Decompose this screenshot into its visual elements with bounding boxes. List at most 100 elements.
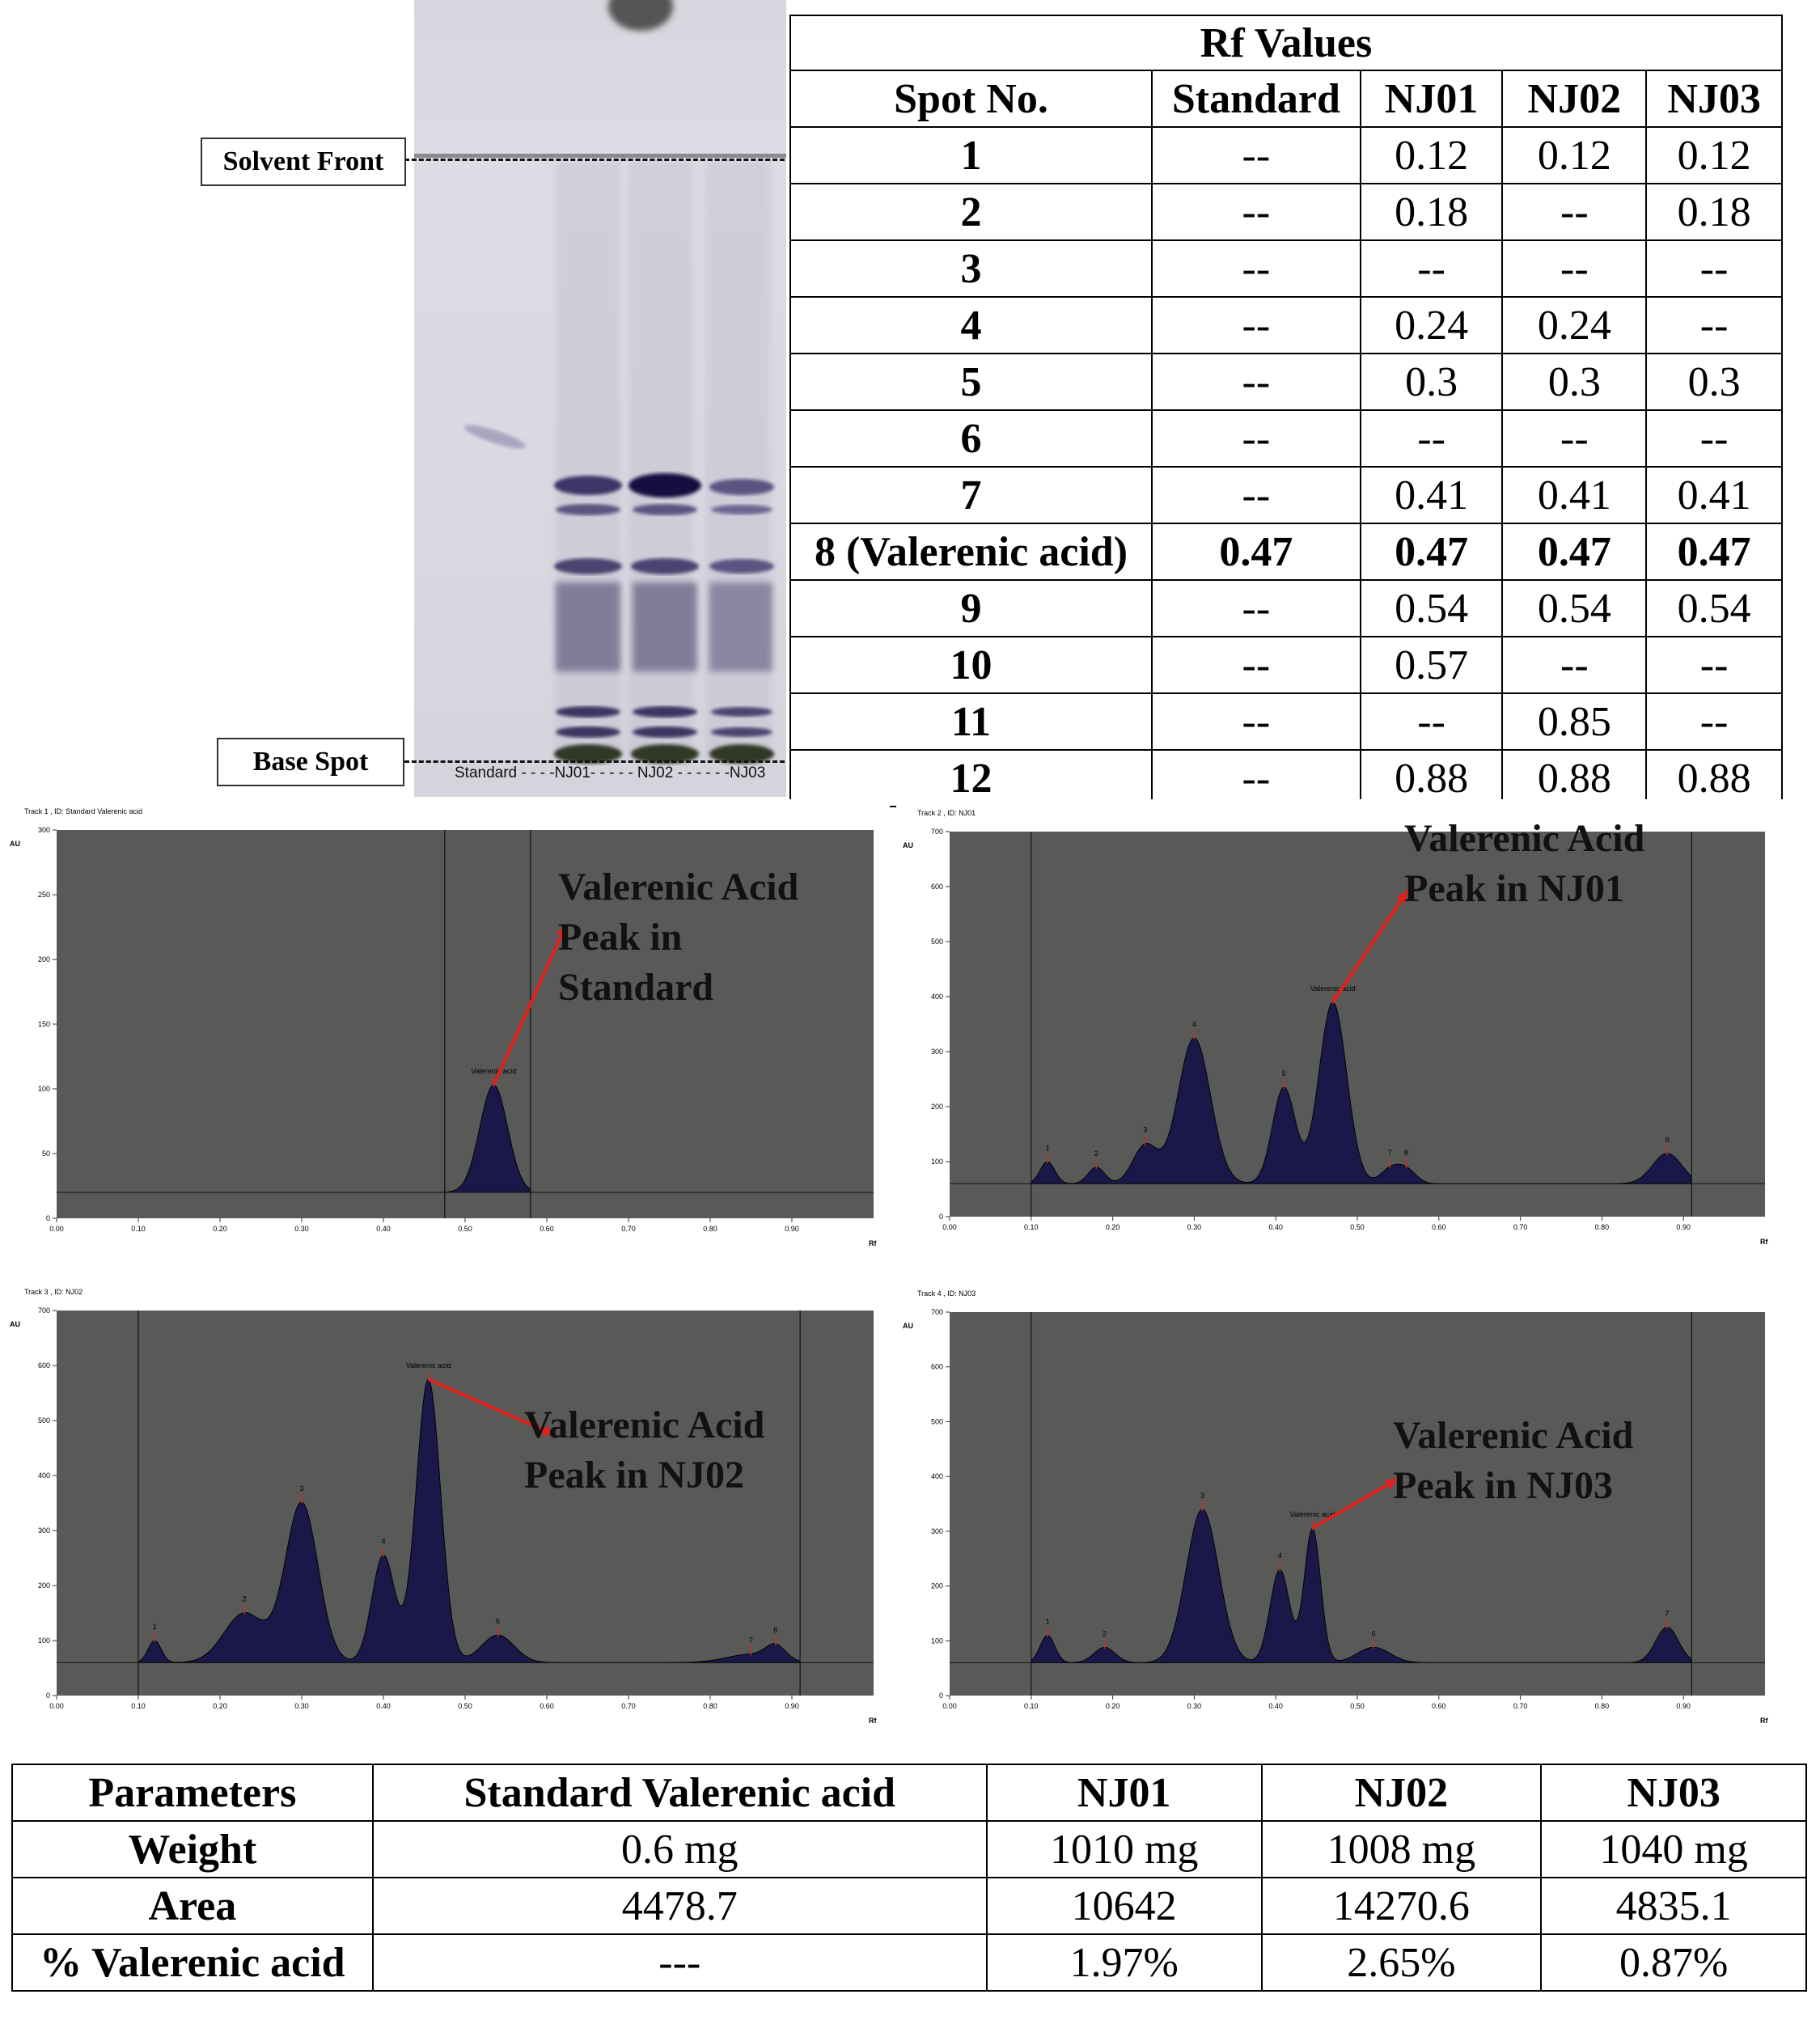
y-tick-label: 600 — [38, 1361, 50, 1370]
param-value-cell: 4478.7 — [373, 1878, 987, 1934]
base-spot-line — [404, 760, 785, 763]
y-tick-label: 400 — [931, 993, 943, 1001]
rf-spot-number: 1 — [790, 127, 1152, 184]
rf-table-row: 2 -- 0.18 -- 0.18 — [790, 184, 1782, 240]
rf-value-cell: 0.85 — [1502, 693, 1646, 750]
param-value-cell: 1008 mg — [1262, 1821, 1542, 1878]
rf-value-cell: -- — [1646, 297, 1782, 354]
rf-value-cell: 0.12 — [1502, 127, 1646, 184]
x-tick-label: 0.70 — [1513, 1702, 1528, 1710]
chromatogram-nj01: Track 2 , ID: NJ01 AU Rf 0 100 200 300 400 500 60… — [896, 799, 1820, 1268]
x-tick-label: 0.10 — [1024, 1702, 1039, 1710]
rf-value-cell: 0.47 — [1502, 523, 1646, 580]
y-tick-label: 0 — [939, 1692, 943, 1700]
x-axis-label: Rf — [1760, 1238, 1768, 1246]
rf-value-cell: 0.12 — [1646, 127, 1782, 184]
y-tick-label: 400 — [38, 1471, 50, 1480]
rf-value-cell: -- — [1152, 184, 1361, 240]
x-tick-label: 0.20 — [213, 1702, 227, 1710]
y-tick-label: 500 — [38, 1416, 50, 1425]
x-tick-label: 0.20 — [213, 1225, 227, 1233]
chromatogram-standard: Track 1 , ID: Standard Valerenic acid AU R… — [0, 799, 890, 1260]
rf-table-row: 3 -- -- -- -- — [790, 240, 1782, 297]
chromatogram-nj03-svg: Track 4 , ID: NJ03AURf010020030040050060… — [896, 1277, 1820, 1762]
x-tick-label: 0.50 — [458, 1702, 472, 1710]
rf-value-cell: -- — [1646, 240, 1782, 297]
x-tick-label: 0.00 — [49, 1702, 64, 1710]
y-axis-label: AU — [10, 840, 20, 848]
rf-value-cell: 0.3 — [1361, 354, 1503, 410]
peak-label: 7 — [749, 1636, 753, 1644]
y-tick-label: 700 — [931, 1308, 943, 1316]
peak-label: Valerenic acid — [406, 1361, 451, 1370]
x-tick-label: 0.70 — [621, 1225, 636, 1233]
x-tick-label: 0.50 — [458, 1225, 472, 1233]
param-name-cell: Area — [12, 1878, 373, 1934]
rf-table-row: 1 -- 0.12 0.12 0.12 — [790, 127, 1782, 184]
rf-values-table: Rf Values Spot No. Standard NJ01 NJ02 NJ03 1… — [789, 15, 1783, 807]
x-tick-label: 0.70 — [1513, 1223, 1528, 1231]
rf-value-cell: 0.57 — [1361, 637, 1503, 693]
y-tick-label: 700 — [931, 828, 943, 836]
y-axis-label: AU — [903, 841, 913, 849]
rf-table-row: 4 -- 0.24 0.24 -- — [790, 297, 1782, 354]
rf-table-row: 9 -- 0.54 0.54 0.54 — [790, 580, 1782, 637]
rf-table-row: 7 -- 0.41 0.41 0.41 — [790, 467, 1782, 523]
rf-value-cell: -- — [1152, 693, 1361, 750]
peak-label: 8 — [773, 1626, 777, 1634]
x-tick-label: 0.80 — [703, 1225, 717, 1233]
rf-value-cell: -- — [1502, 410, 1646, 467]
peak-label: 2 — [243, 1595, 247, 1603]
rf-spot-number: 12 — [790, 750, 1152, 807]
x-tick-label: 0.90 — [1676, 1702, 1691, 1710]
rf-value-cell: -- — [1361, 410, 1503, 467]
rf-value-cell: -- — [1152, 410, 1361, 467]
solvent-front-line — [404, 159, 785, 161]
x-axis-label: Rf — [869, 1717, 877, 1725]
y-tick-label: 400 — [931, 1472, 943, 1480]
peak-label: 4 — [1192, 1020, 1196, 1028]
track-title: Track 3 , ID: NJ02 — [24, 1288, 83, 1296]
rf-value-cell: -- — [1502, 240, 1646, 297]
y-tick-label: 600 — [931, 1363, 943, 1371]
rf-value-cell: 0.54 — [1502, 580, 1646, 637]
annotation-line: Valerenic Acid — [558, 866, 799, 908]
y-tick-label: 100 — [38, 1085, 50, 1093]
y-tick-label: 500 — [931, 1417, 943, 1425]
rf-value-cell: 0.24 — [1361, 297, 1503, 354]
y-tick-label: 200 — [38, 955, 50, 963]
tlc-plate-image — [414, 0, 786, 797]
rf-table-title: Rf Values — [790, 15, 1782, 70]
rf-value-cell: -- — [1152, 750, 1361, 807]
rf-table-row: 6 -- -- -- -- — [790, 410, 1782, 467]
y-tick-label: 100 — [38, 1637, 50, 1645]
param-name-cell: % Valerenic acid — [12, 1934, 373, 1991]
x-tick-label: 0.10 — [131, 1225, 146, 1233]
peak-label: 2 — [1103, 1629, 1107, 1637]
rf-value-cell: -- — [1361, 240, 1503, 297]
y-tick-label: 300 — [38, 1526, 50, 1535]
rf-spot-number: 9 — [790, 580, 1152, 637]
rf-value-cell: 0.18 — [1646, 184, 1782, 240]
rf-value-cell: 0.12 — [1361, 127, 1503, 184]
rf-value-cell: -- — [1152, 240, 1361, 297]
x-tick-label: 0.90 — [785, 1225, 799, 1233]
rf-spot-number: 11 — [790, 693, 1152, 750]
param-table-header-row: Parameters Standard Valerenic acid NJ01 NJ0… — [12, 1764, 1806, 1821]
base-spot-label: Base Spot — [217, 738, 404, 786]
annotation-line: Valerenic Acid — [1393, 1414, 1634, 1457]
x-tick-label: 0.00 — [49, 1225, 64, 1233]
rf-value-cell: -- — [1361, 693, 1503, 750]
y-tick-label: 50 — [42, 1150, 50, 1158]
x-tick-label: 0.20 — [1106, 1223, 1120, 1231]
y-axis-label: AU — [903, 1322, 913, 1330]
x-tick-label: 0.90 — [785, 1702, 799, 1710]
track-title: Track 1 , ID: Standard Valerenic acid — [24, 807, 142, 815]
rf-table-header-cell: Standard — [1152, 70, 1361, 127]
parameters-table: Parameters Standard Valerenic acid NJ01 NJ0… — [11, 1764, 1807, 1992]
y-tick-label: 300 — [931, 1527, 943, 1535]
rf-value-cell: 0.47 — [1646, 523, 1782, 580]
peak-label: 1 — [1045, 1618, 1049, 1626]
y-tick-label: 0 — [46, 1692, 50, 1700]
chromatogram-standard-svg: Track 1 , ID: Standard Valerenic acid AU R… — [0, 799, 890, 1260]
